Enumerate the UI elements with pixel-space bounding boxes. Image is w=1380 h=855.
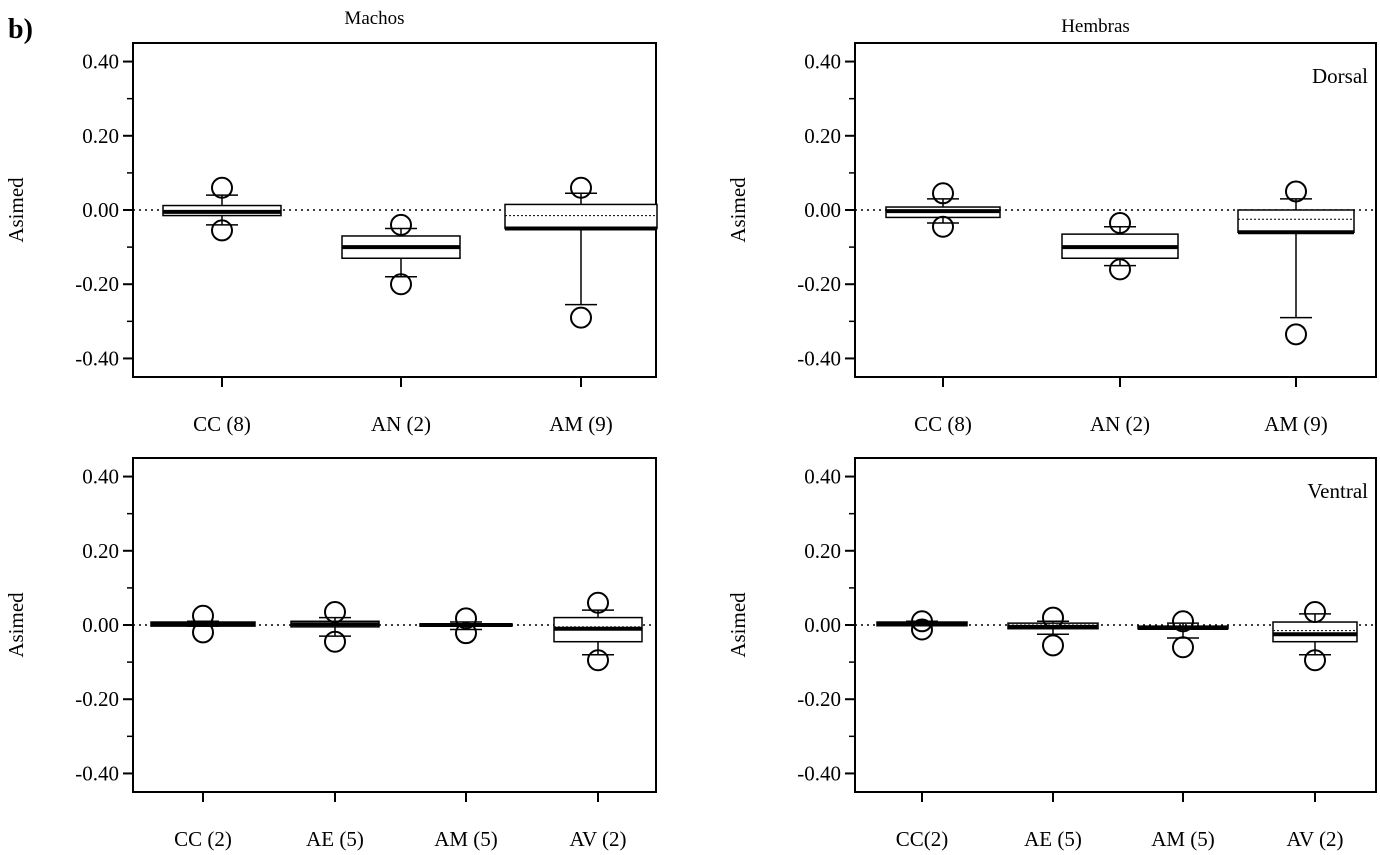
x-tick-label: AE (5): [306, 827, 364, 851]
y-tick-label: -0.40: [797, 346, 841, 370]
box-am9: AM (9): [504, 176, 658, 436]
box-am5: AM (5): [419, 607, 513, 851]
box-cc2: CC (2): [150, 604, 256, 851]
outlier-point: [390, 213, 412, 236]
x-tick-label: AV (2): [570, 827, 627, 851]
figure-letter: b): [8, 14, 33, 45]
y-tick-label: -0.20: [75, 272, 119, 296]
y-tick-label: -0.20: [797, 687, 841, 711]
outlier-point: [1304, 649, 1326, 672]
y-tick-label: 0.40: [804, 50, 841, 74]
outlier-point: [1285, 323, 1307, 346]
y-tick-label: -0.20: [75, 687, 119, 711]
y-tick-label: 0.00: [82, 613, 119, 637]
y-tick-label: 0.20: [82, 539, 119, 563]
box-an2: AN (2): [341, 213, 461, 436]
outlier-point: [932, 215, 954, 238]
outlier-point: [1172, 610, 1194, 633]
y-axis-label: Asimed: [726, 592, 750, 658]
x-tick-label: CC (2): [174, 827, 232, 851]
outlier-point: [1109, 211, 1131, 234]
outlier-point: [211, 219, 233, 242]
outlier-point: [211, 176, 233, 199]
x-tick-label: AM (5): [1151, 827, 1215, 851]
y-tick-label: 0.40: [82, 50, 119, 74]
outlier-point: [192, 604, 214, 627]
box-iqr: [1237, 209, 1355, 234]
outlier-point: [1172, 636, 1194, 659]
row-label: Ventral: [1307, 479, 1368, 503]
x-tick-label: CC (8): [914, 412, 972, 436]
column-title: Hembras: [1061, 16, 1130, 37]
box-cc8: CC (8): [162, 176, 282, 436]
outlier-point: [1285, 180, 1307, 203]
y-axis-label: Asimed: [4, 592, 28, 658]
y-axis-label: Asimed: [4, 177, 28, 243]
box-an2: AN (2): [1061, 211, 1179, 436]
y-tick-label: -0.40: [75, 761, 119, 785]
x-tick-label: AV (2): [1287, 827, 1344, 851]
outlier-point: [932, 182, 954, 205]
outlier-point: [324, 601, 346, 624]
outlier-point: [455, 622, 477, 645]
outlier-point: [1304, 601, 1326, 624]
x-tick-label: CC (8): [193, 412, 251, 436]
x-tick-label: AE (5): [1024, 827, 1082, 851]
x-tick-label: AM (9): [549, 412, 613, 436]
box-ae5: AE (5): [1007, 606, 1099, 851]
outlier-point: [455, 607, 477, 630]
box-ae5: AE (5): [290, 601, 380, 851]
outlier-point: [911, 610, 933, 633]
y-axis-label: Asimed: [726, 177, 750, 243]
outlier-point: [1109, 258, 1131, 281]
outlier-point: [324, 630, 346, 653]
box-av2: AV (2): [553, 591, 643, 851]
outlier-point: [570, 176, 592, 199]
outlier-point: [570, 306, 592, 329]
row-label: Dorsal: [1312, 64, 1368, 88]
box-cc2: CC(2): [876, 610, 968, 851]
box-iqr: [504, 203, 658, 230]
outlier-point: [587, 649, 609, 672]
y-tick-label: 0.20: [82, 124, 119, 148]
x-tick-label: AN (2): [1090, 412, 1150, 436]
box-panel-hembras-dorsal: Hembras Dorsal 0.40 0.20 0.00 -0.20 -0.40 Asime…: [726, 16, 1377, 436]
x-tick-label: CC(2): [896, 827, 949, 851]
y-tick-label: 0.00: [804, 613, 841, 637]
x-tick-label: AM (5): [434, 827, 498, 851]
y-tick-label: 0.20: [804, 539, 841, 563]
y-tick-label: 0.40: [82, 465, 119, 489]
outlier-point: [1042, 634, 1064, 657]
y-tick-label: 0.00: [804, 198, 841, 222]
box-panel-machos-ventral: 0.40 0.20 0.00 -0.20 -0.40 Asimed CC (2) AE (5)…: [4, 457, 657, 851]
box-panel-machos-dorsal: Machos 0.40 0.20 0.00 -0.20 -0.40 Asimed CC (8)…: [4, 8, 658, 436]
y-tick-label: 0.00: [82, 198, 119, 222]
y-tick-label: -0.40: [797, 761, 841, 785]
x-tick-label: AM (9): [1264, 412, 1328, 436]
x-tick-label: AN (2): [371, 412, 431, 436]
y-tick-label: -0.40: [75, 346, 119, 370]
y-tick-label: -0.20: [797, 272, 841, 296]
box-cc8: CC (8): [885, 182, 1001, 436]
outlier-point: [390, 273, 412, 296]
box-am9: AM (9): [1237, 180, 1355, 436]
y-tick-label: 0.40: [804, 465, 841, 489]
box-am5: AM (5): [1137, 610, 1229, 851]
y-tick-label: 0.20: [804, 124, 841, 148]
box-panel-hembras-ventral: Ventral 0.40 0.20 0.00 -0.20 -0.40 Asimed CC(2)…: [726, 457, 1377, 851]
outlier-point: [192, 621, 214, 644]
outlier-point: [587, 591, 609, 614]
outlier-point: [1042, 606, 1064, 629]
outlier-point: [911, 618, 933, 641]
box-iqr: [1272, 621, 1358, 643]
box-av2: AV (2): [1272, 601, 1358, 851]
column-title: Machos: [344, 8, 404, 29]
